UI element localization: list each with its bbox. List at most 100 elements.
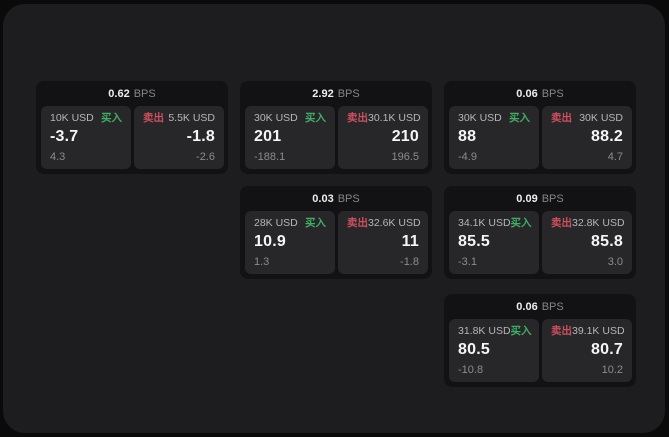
- bps-unit-label: BPS: [541, 192, 564, 205]
- buy-value: 10.9: [254, 232, 286, 250]
- buy-delta: -3.1: [458, 255, 477, 268]
- buy-tag: 买入: [510, 325, 532, 337]
- sell-tile-top: 卖出 32.8K USD: [551, 217, 625, 230]
- buy-amount: 34.1K USD: [458, 217, 511, 229]
- bps-unit-label: BPS: [133, 87, 156, 100]
- buy-amount: 31.8K USD: [458, 325, 511, 337]
- quote-tiles: 34.1K USD 买入 85.5 -3.1 卖出 32.8K USD 85.8…: [444, 211, 636, 279]
- sell-amount: 39.1K USD: [572, 325, 625, 337]
- buy-tag: 买入: [510, 217, 532, 229]
- sell-tile-top: 卖出 30K USD: [551, 112, 623, 125]
- buy-delta: -188.1: [254, 150, 286, 163]
- buy-quote-tile[interactable]: 30K USD 买入 88 -4.9: [449, 106, 539, 169]
- bps-header: 0.03 BPS: [240, 186, 432, 211]
- sell-quote-tile[interactable]: 卖出 39.1K USD 80.7 10.2: [542, 319, 632, 382]
- bps-value: 0.09: [516, 192, 538, 205]
- sell-delta: 3.0: [607, 255, 623, 268]
- buy-tag: 买入: [305, 112, 326, 124]
- buy-amount: 30K USD: [254, 112, 298, 124]
- buy-delta: 4.3: [50, 150, 66, 163]
- sell-delta: 10.2: [601, 363, 623, 376]
- quote-tiles: 28K USD 买入 10.9 1.3 卖出 32.6K USD 11 -1.8: [240, 211, 432, 279]
- quote-tiles: 30K USD 买入 201 -188.1 卖出 30.1K USD 210 1…: [240, 106, 432, 174]
- buy-tile-top: 31.8K USD 买入: [458, 325, 532, 338]
- buy-tile-top: 28K USD 买入: [254, 217, 326, 230]
- bps-unit-label: BPS: [541, 87, 564, 100]
- buy-quote-tile[interactable]: 10K USD 买入 -3.7 4.3: [41, 106, 131, 169]
- sell-delta: -2.6: [196, 150, 215, 163]
- buy-value: 80.5: [458, 340, 490, 358]
- sell-amount: 30.1K USD: [368, 112, 421, 124]
- sell-quote-tile[interactable]: 卖出 30.1K USD 210 196.5: [338, 106, 428, 169]
- sell-delta: 196.5: [391, 150, 419, 163]
- sell-amount: 30K USD: [579, 112, 623, 124]
- sell-quote-tile[interactable]: 卖出 30K USD 88.2 4.7: [542, 106, 632, 169]
- buy-quote-tile[interactable]: 30K USD 买入 201 -188.1: [245, 106, 335, 169]
- sell-value: 80.7: [591, 340, 623, 358]
- sell-value: -1.8: [186, 127, 215, 145]
- sell-tile-top: 卖出 30.1K USD: [347, 112, 421, 125]
- quote-tiles: 30K USD 买入 88 -4.9 卖出 30K USD 88.2 4.7: [444, 106, 636, 174]
- sell-delta: 4.7: [607, 150, 623, 163]
- bps-header: 0.06 BPS: [444, 81, 636, 106]
- sell-tag: 卖出: [347, 217, 368, 229]
- sell-quote-tile[interactable]: 卖出 5.5K USD -1.8 -2.6: [134, 106, 224, 169]
- buy-delta: -4.9: [458, 150, 477, 163]
- sell-amount: 32.6K USD: [368, 217, 421, 229]
- bps-value: 0.03: [312, 192, 334, 205]
- bps-unit-label: BPS: [541, 300, 564, 313]
- quote-card-4: 0.03 BPS 28K USD 买入 10.9 1.3 卖出 32.6K US…: [240, 186, 432, 279]
- buy-tag: 买入: [305, 217, 326, 229]
- buy-tag: 买入: [101, 112, 122, 124]
- quote-card-1: 0.62 BPS 10K USD 买入 -3.7 4.3 卖出 5.5K USD…: [36, 81, 228, 174]
- sell-quote-tile[interactable]: 卖出 32.6K USD 11 -1.8: [338, 211, 428, 274]
- bps-unit-label: BPS: [337, 87, 360, 100]
- bps-header: 0.62 BPS: [36, 81, 228, 106]
- bps-header: 2.92 BPS: [240, 81, 432, 106]
- buy-quote-tile[interactable]: 34.1K USD 买入 85.5 -3.1: [449, 211, 539, 274]
- sell-tag: 卖出: [551, 112, 572, 124]
- bps-unit-label: BPS: [337, 192, 360, 205]
- buy-tile-top: 30K USD 买入: [254, 112, 326, 125]
- buy-amount: 28K USD: [254, 217, 298, 229]
- sell-delta: -1.8: [400, 255, 419, 268]
- sell-value: 85.8: [591, 232, 623, 250]
- quote-tiles: 31.8K USD 买入 80.5 -10.8 卖出 39.1K USD 80.…: [444, 319, 636, 387]
- sell-amount: 5.5K USD: [168, 112, 215, 124]
- bps-header: 0.06 BPS: [444, 294, 636, 319]
- bps-value: 0.62: [108, 87, 130, 100]
- buy-delta: 1.3: [254, 255, 270, 268]
- buy-tile-top: 30K USD 买入: [458, 112, 530, 125]
- buy-tag: 买入: [509, 112, 530, 124]
- buy-amount: 10K USD: [50, 112, 94, 124]
- buy-value: -3.7: [50, 127, 79, 145]
- sell-tag: 卖出: [551, 217, 572, 229]
- buy-delta: -10.8: [458, 363, 484, 376]
- buy-tile-top: 10K USD 买入: [50, 112, 122, 125]
- bps-header: 0.09 BPS: [444, 186, 636, 211]
- quote-tiles: 10K USD 买入 -3.7 4.3 卖出 5.5K USD -1.8 -2.…: [36, 106, 228, 174]
- quote-card-2: 2.92 BPS 30K USD 买入 201 -188.1 卖出 30.1K …: [240, 81, 432, 174]
- sell-value: 210: [391, 127, 419, 145]
- buy-value: 88: [458, 127, 477, 145]
- sell-tile-top: 卖出 32.6K USD: [347, 217, 421, 230]
- buy-quote-tile[interactable]: 28K USD 买入 10.9 1.3: [245, 211, 335, 274]
- sell-tile-top: 卖出 39.1K USD: [551, 325, 625, 338]
- bps-value: 2.92: [312, 87, 334, 100]
- buy-quote-tile[interactable]: 31.8K USD 买入 80.5 -10.8: [449, 319, 539, 382]
- sell-quote-tile[interactable]: 卖出 32.8K USD 85.8 3.0: [542, 211, 632, 274]
- quote-card-6: 0.06 BPS 31.8K USD 买入 80.5 -10.8 卖出 39.1…: [444, 294, 636, 387]
- bps-value: 0.06: [516, 300, 538, 313]
- sell-tile-top: 卖出 5.5K USD: [143, 112, 215, 125]
- sell-tag: 卖出: [143, 112, 164, 124]
- sell-tag: 卖出: [551, 325, 572, 337]
- sell-value: 88.2: [591, 127, 623, 145]
- sell-tag: 卖出: [347, 112, 368, 124]
- buy-tile-top: 34.1K USD 买入: [458, 217, 532, 230]
- quote-card-3: 0.06 BPS 30K USD 买入 88 -4.9 卖出 30K USD 8…: [444, 81, 636, 174]
- quote-card-5: 0.09 BPS 34.1K USD 买入 85.5 -3.1 卖出 32.8K…: [444, 186, 636, 279]
- sell-amount: 32.8K USD: [572, 217, 625, 229]
- main-panel: 0.62 BPS 10K USD 买入 -3.7 4.3 卖出 5.5K USD…: [3, 4, 665, 433]
- bps-value: 0.06: [516, 87, 538, 100]
